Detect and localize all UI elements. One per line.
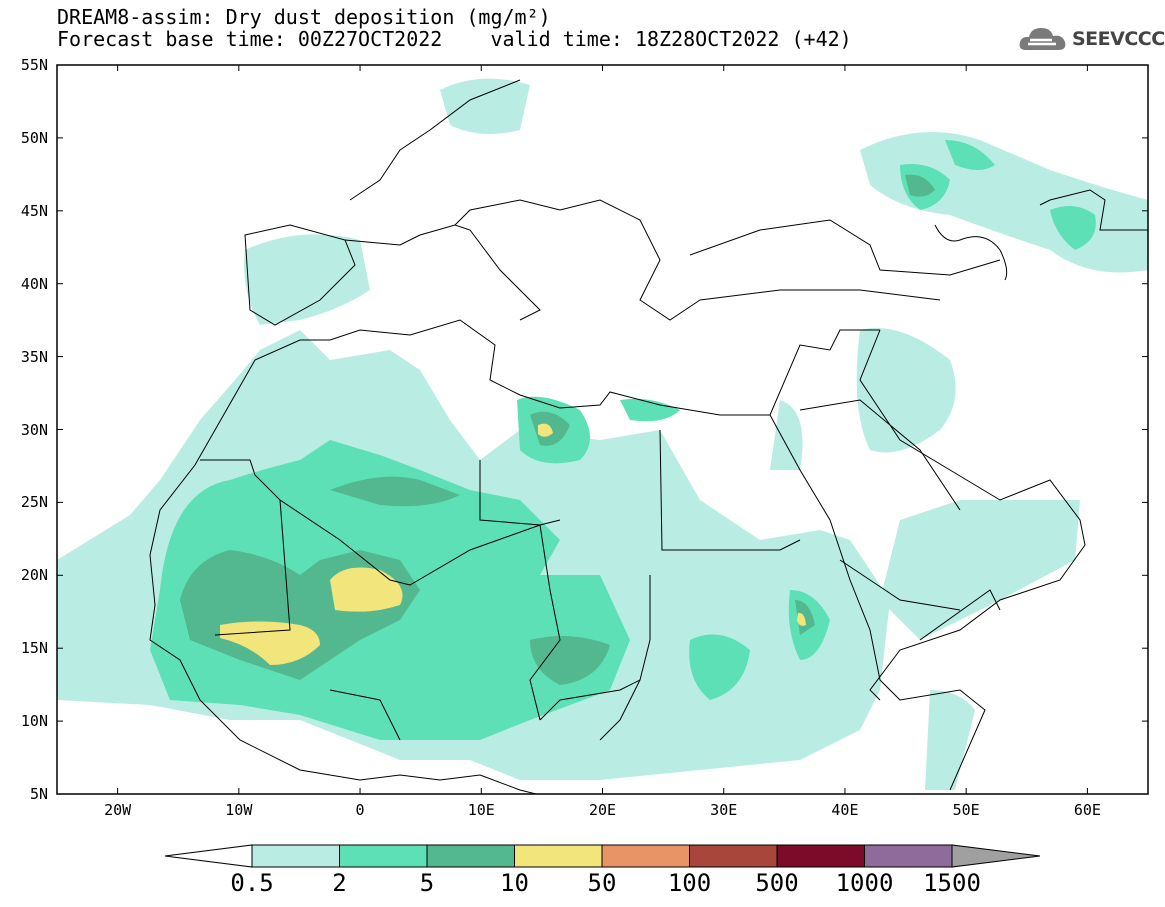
forecast-time-line: Forecast base time: 00Z27OCT2022 valid t…: [57, 27, 852, 51]
colorbar-label: 5: [419, 869, 435, 897]
lat-label: 45N: [20, 201, 48, 220]
colorbar-label: 50: [587, 869, 617, 897]
colorbar-box: [426, 844, 515, 868]
lon-label: 60E: [1073, 801, 1101, 819]
lat-label: 35N: [20, 347, 48, 366]
lat-label: 50N: [20, 128, 48, 147]
colorbar-label: 100: [667, 869, 712, 897]
logo-text: SEEVCCC: [1072, 28, 1165, 50]
lat-label: 30N: [20, 420, 48, 439]
colorbar-box: [776, 844, 865, 868]
colorbar-under-arrow: [164, 844, 253, 868]
colorbar-label: 2: [332, 869, 347, 897]
deposition-level-10: [220, 423, 806, 665]
coastlines-borders: [149, 79, 1148, 794]
map-area: [57, 78, 1148, 794]
lat-label: 20N: [20, 566, 48, 585]
cloud-icon: [1019, 28, 1066, 50]
lon-label: 40E: [831, 801, 859, 819]
lon-label: 50E: [952, 801, 980, 819]
colorbar-label: 0.5: [230, 869, 274, 897]
lat-label: 40N: [20, 274, 48, 293]
colorbar-box: [864, 844, 953, 868]
map-title: DREAM8-assim: Dry dust deposition (mg/m²…: [57, 5, 551, 29]
axis-ticks: [57, 64, 1148, 795]
colorbar-label: 10: [500, 869, 529, 897]
lat-label: 5N: [29, 785, 48, 803]
colorbar-box: [601, 844, 690, 868]
lon-label: 0: [355, 801, 365, 819]
lon-label: 20W: [104, 801, 132, 819]
colorbar-label: 1500: [923, 869, 981, 897]
lon-label: 10W: [225, 801, 253, 819]
lat-label: 10N: [20, 712, 48, 731]
colorbar-over-arrow: [951, 844, 1041, 868]
colorbar-box: [339, 844, 428, 868]
lon-label: 30E: [710, 801, 738, 819]
colorbar-box: [251, 844, 340, 868]
lat-label: 55N: [20, 56, 48, 74]
seevccc-logo: SEEVCCC: [1018, 24, 1165, 54]
lon-label: 10E: [467, 801, 495, 819]
lat-label: 15N: [20, 639, 48, 658]
colorbar-box: [689, 844, 778, 868]
colorbar-box: [514, 844, 603, 868]
lon-label: 20E: [588, 801, 617, 819]
colorbar-label: 500: [755, 869, 799, 897]
colorbar-label: 1000: [835, 869, 894, 897]
lat-label: 25N: [20, 493, 48, 512]
